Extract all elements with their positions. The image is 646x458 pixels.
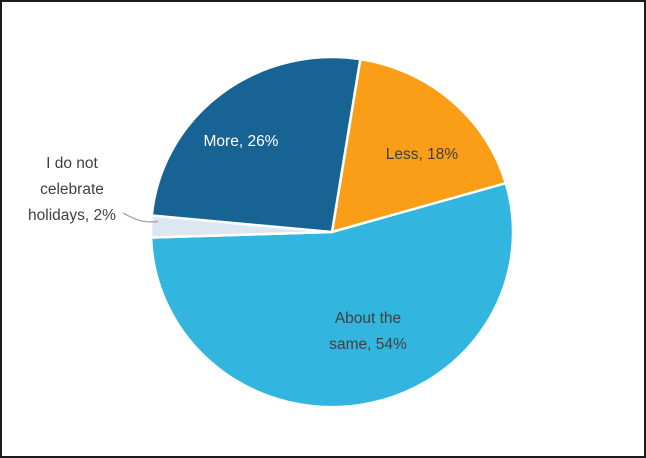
pie-slice-less <box>330 57 508 234</box>
pie-slices <box>149 55 515 409</box>
pie-slice-more <box>150 55 362 234</box>
leader-line <box>122 212 159 223</box>
pie-slice-about-the-same <box>149 181 515 409</box>
